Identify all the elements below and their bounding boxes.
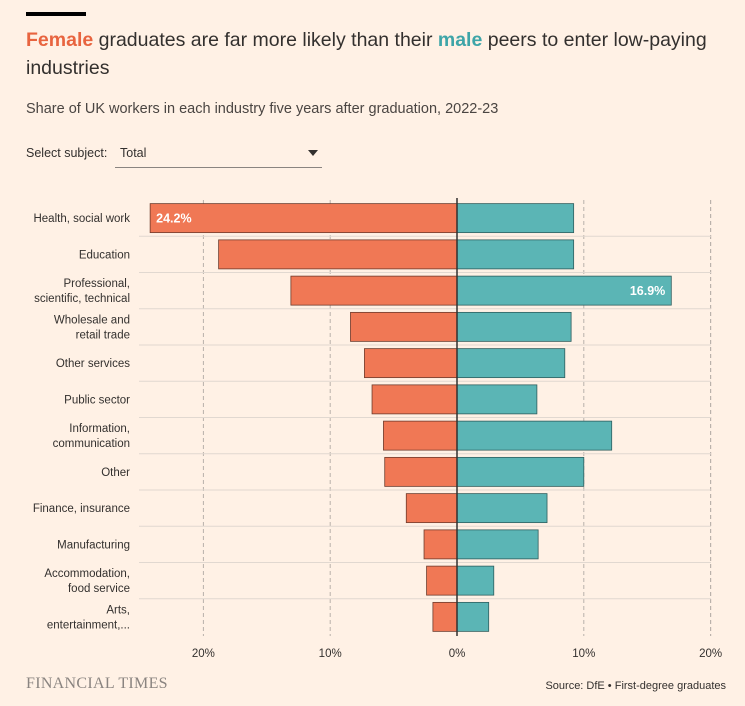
x-tick-label-1: 10% [319,648,342,660]
source-note: Source: DfE • First-degree graduates [545,680,726,692]
data-label-1: 16.9% [630,284,665,298]
category-label-9-line-0: Manufacturing [57,539,130,551]
category-label-8-line-0: Finance, insurance [33,503,130,515]
bar-female-10 [426,565,458,596]
x-tick-label-2: 0% [449,648,466,660]
bar-male-6 [456,420,613,451]
category-label-6: Information, communication [53,423,130,450]
category-label-10: Accommodation, food service [44,568,130,595]
data-label-0: 24.2% [156,212,191,226]
bar-female-5 [371,384,458,415]
category-label-8: Finance, insurance [33,503,130,515]
category-label-10-line-0: Accommodation, [44,568,130,580]
category-label-4: Other services [56,358,130,370]
category-label-2-line-0: Professional, [64,278,130,290]
category-label-2-line-1: scientific, technical [34,293,130,305]
category-label-0-line-0: Health, social work [33,213,130,225]
bar-female-11 [432,601,458,632]
x-tick-label-0: 20% [192,648,215,660]
bar-female-8 [405,493,458,524]
ft-logo: FINANCIAL TIMES [26,675,168,692]
category-label-11-line-1: entertainment,... [47,619,130,631]
subject-dropdown-value: Total [120,146,147,160]
chart-subtitle: Share of UK workers in each industry fiv… [26,101,499,117]
bar-male-11 [456,601,490,632]
bar-female-1 [218,239,458,270]
bar-male-8 [456,493,548,524]
select-subject-label: Select subject: [26,146,108,160]
category-label-4-line-0: Other services [56,358,130,370]
category-label-5: Public sector [64,394,130,406]
x-tick-label-4: 20% [699,648,722,660]
category-label-10-line-1: food service [68,583,130,595]
bar-female-6 [383,420,458,451]
caret-down-icon [308,150,318,156]
bar-male-3 [456,311,572,342]
chart-title: Female graduates are far more likely tha… [26,26,726,82]
category-label-6-line-0: Information, [69,423,130,435]
bar-female-9 [423,529,458,560]
category-label-9: Manufacturing [57,539,130,551]
title-mid: graduates are far more likely than their [93,29,438,51]
category-label-1: Education [79,249,130,261]
title-male: male [437,29,483,51]
category-label-2: Professional, scientific, technical [34,278,130,305]
bar-female-7 [384,456,458,487]
category-label-7-line-0: Other [101,467,130,479]
bar-male-1 [456,239,575,270]
bar-female-4 [364,348,458,379]
category-label-0: Health, social work [33,213,130,225]
top-accent-bar [26,12,86,16]
category-label-11: Arts, entertainment,... [47,604,130,631]
category-label-11-line-0: Arts, [106,604,130,616]
category-label-3-line-0: Wholesale and [54,314,130,326]
diverging-bar-chart: Health, social work Education Professional… [33,198,722,660]
bar-male-7 [456,456,585,487]
category-label-7: Other [101,467,130,479]
category-label-5-line-0: Public sector [64,394,130,406]
category-label-6-line-1: communication [53,438,130,450]
bar-male-9 [456,529,539,560]
bar-male-0 [456,203,575,234]
bar-male-10 [456,565,495,596]
bar-female-2 [290,275,458,306]
title-female: Female [26,29,94,51]
subject-dropdown[interactable]: Total [115,140,322,168]
title-end: peers to enter low-paying industries [26,29,707,79]
bar-male-4 [456,348,566,379]
category-label-3: Wholesale and retail trade [54,314,130,341]
bar-male-5 [456,384,538,415]
x-tick-label-3: 10% [572,648,595,660]
category-label-3-line-1: retail trade [76,329,130,341]
category-label-1-line-0: Education [79,249,130,261]
bar-female-0 [149,203,458,234]
bar-female-3 [350,311,458,342]
